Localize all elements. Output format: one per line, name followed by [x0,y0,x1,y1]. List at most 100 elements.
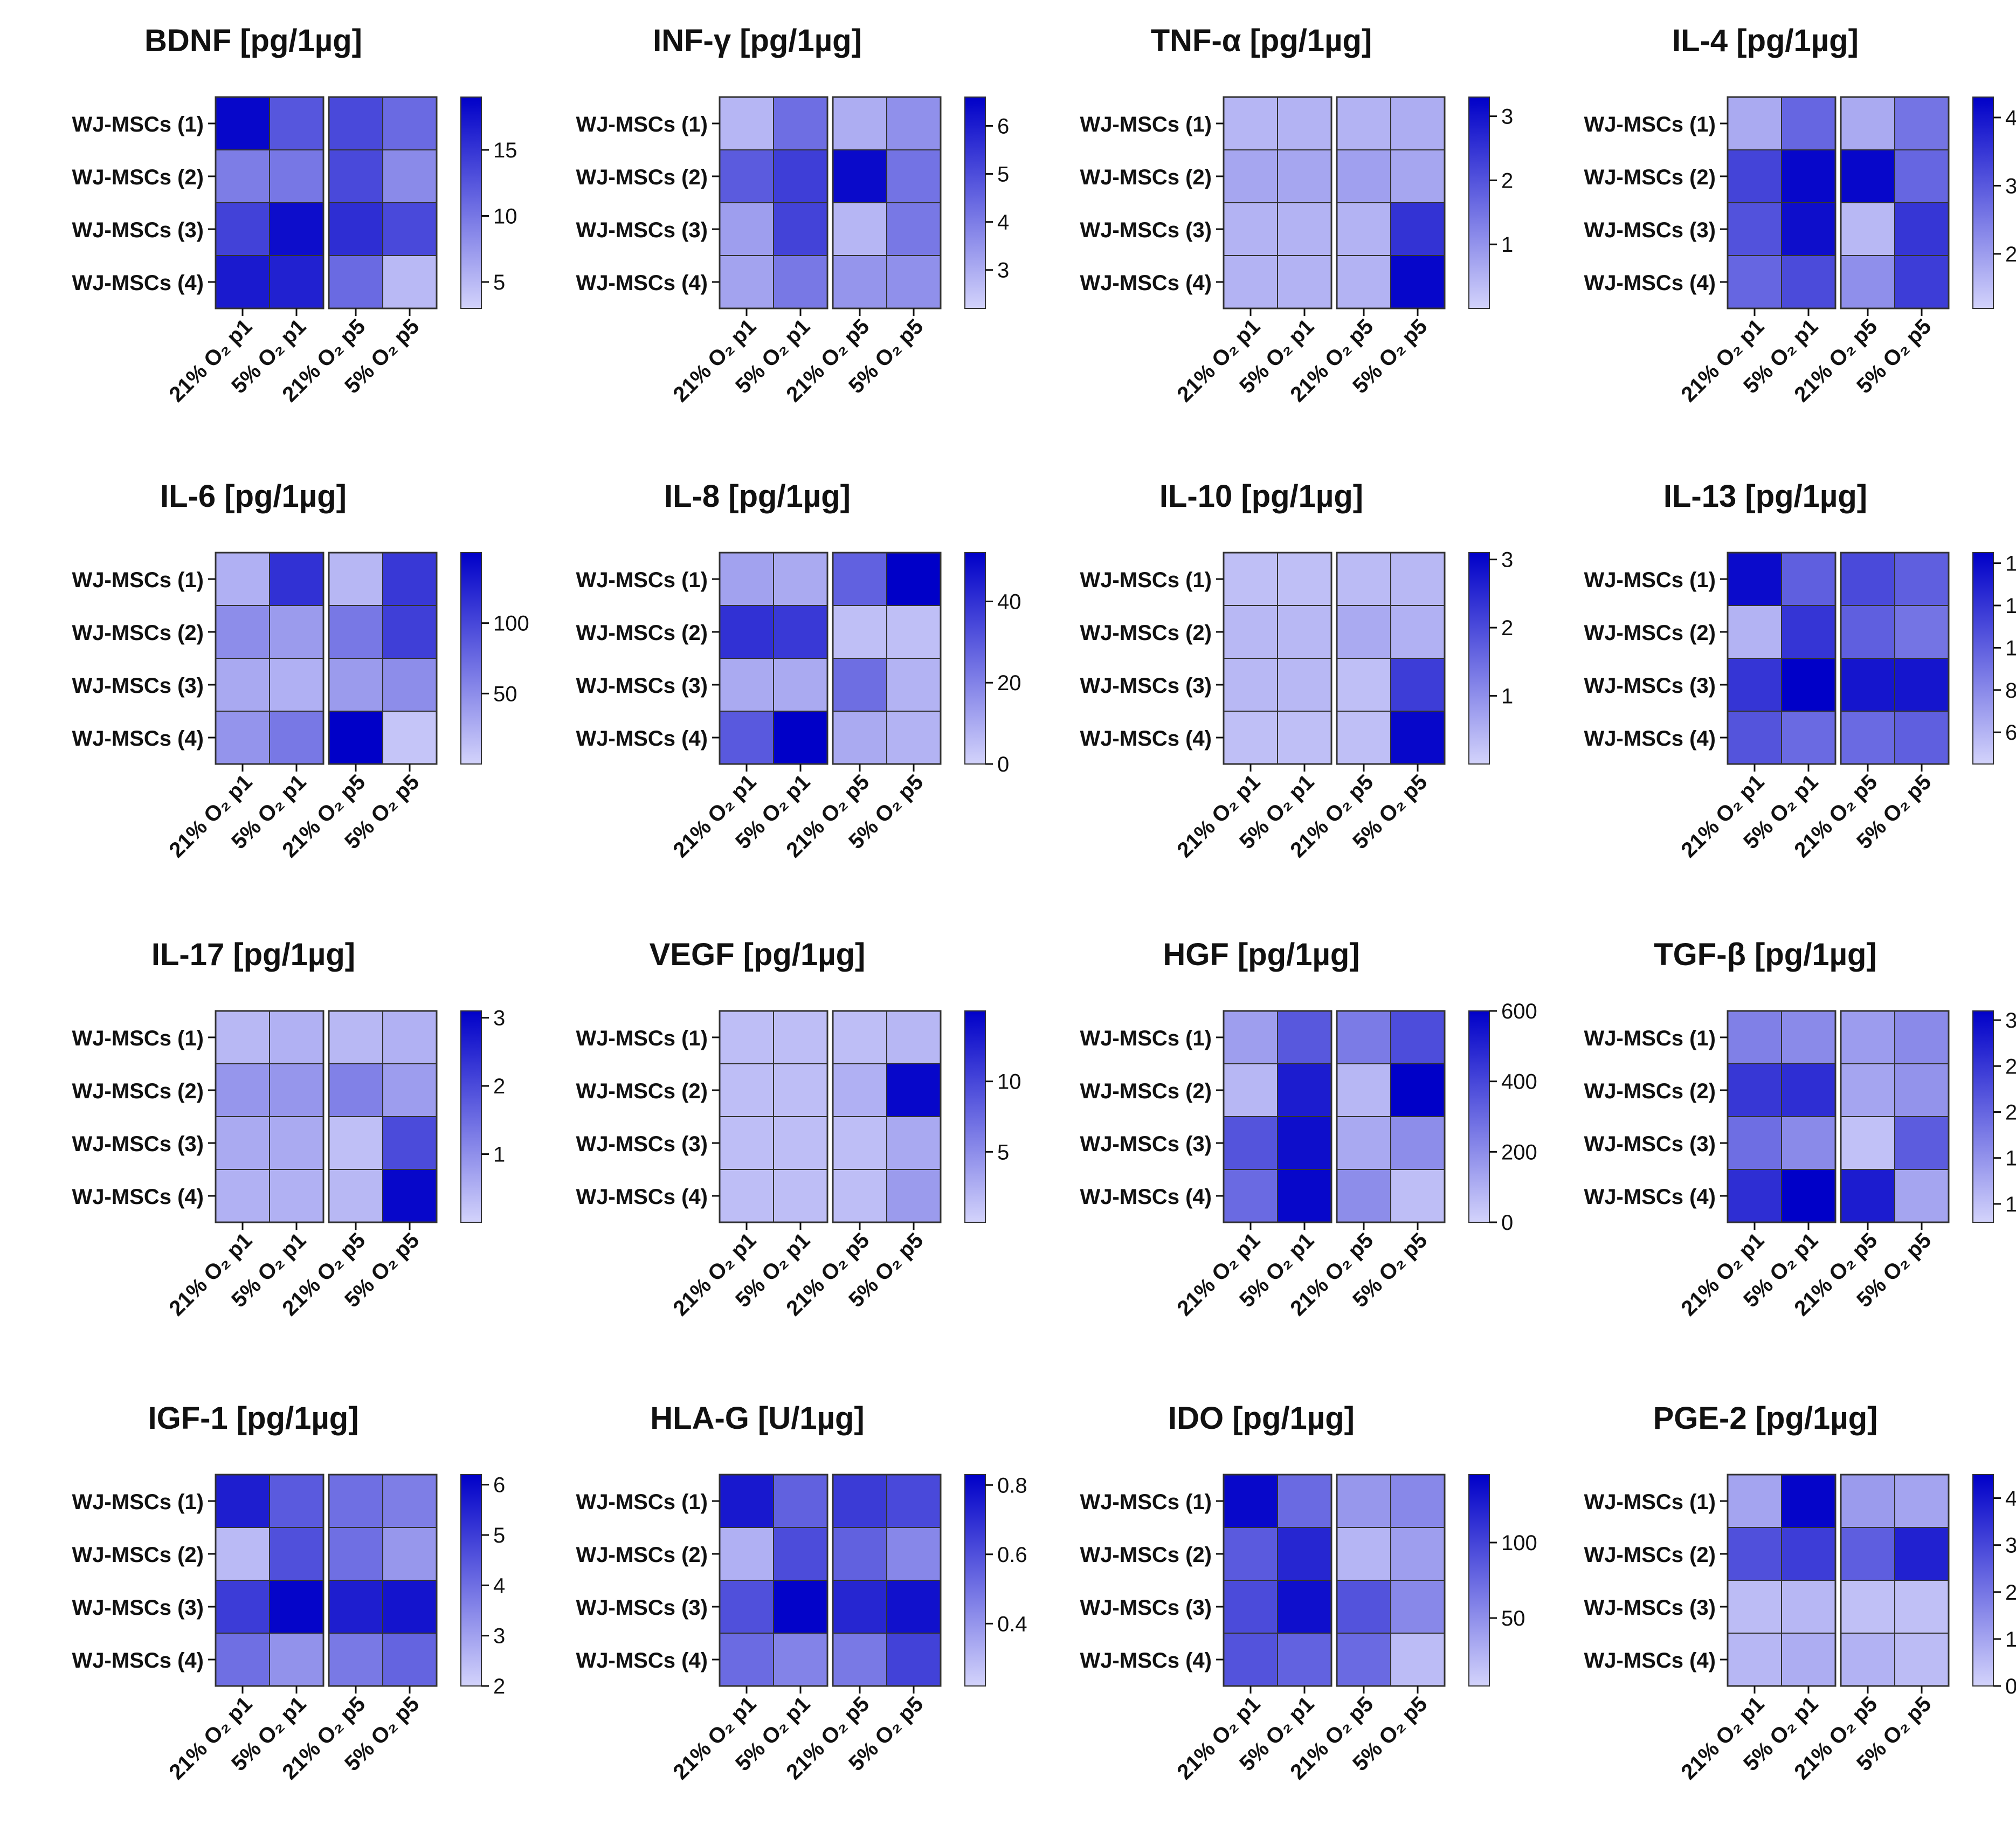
heatmap-cell [719,255,774,309]
heatmap-cell [269,658,324,712]
row-label: WJ-MSCs (2) [72,1079,204,1103]
colorbar [460,97,482,309]
heatmap-cell [382,1169,437,1223]
heatmap-cell [1727,1474,1782,1528]
heatmap-cell [382,1580,437,1634]
heatmap-block-border [832,96,942,309]
heatmap-cell [1894,97,1949,150]
row-label: WJ-MSCs (2) [576,1079,708,1103]
heatmap-cell [886,605,941,659]
heatmap-cell [1390,1580,1445,1634]
heatmap-cell [773,1580,828,1634]
colorbar-tick-label: 10 [493,205,517,229]
colorbar-tick-label: 5 [493,271,505,294]
heatmap-cell [1336,1010,1391,1064]
heatmap-cell [1223,1169,1278,1223]
heatmap-cell [269,97,324,150]
heatmap-cell [886,1063,941,1117]
heatmap-cell [328,1116,383,1170]
heatmap-cell [719,658,774,712]
heatmap-cell [1781,97,1836,150]
colorbar-tick-label: 30 [2005,1009,2016,1033]
heatmap-cell [1277,149,1332,203]
heatmap-cell [269,1116,324,1170]
heatmap-panel: PGE-2 [pg/1µg] WJ-MSCs (1) WJ-MSCs (2) WJ-M… [1584,1401,2016,1784]
heatmap-cell [1727,255,1782,309]
heatmap-cell [773,1169,828,1223]
heatmap-cell [832,711,887,765]
heatmap-cell [1781,711,1836,765]
row-label: WJ-MSCs (2) [72,166,204,189]
row-label: WJ-MSCs (3) [576,1596,708,1620]
colorbar [1468,1474,1490,1687]
heatmap-cell [1336,1527,1391,1581]
heatmap-cell [328,1527,383,1581]
row-label: WJ-MSCs (4) [72,1185,204,1209]
colorbar-tick-label: 15 [493,139,517,162]
heatmap-cell [1336,1633,1391,1687]
colorbar-tick-label: 20 [2005,1100,2016,1124]
row-label: WJ-MSCs (4) [72,271,204,295]
heatmap-cell [328,605,383,659]
heatmap-block-border [215,552,325,765]
heatmap-cell [382,1633,437,1687]
heatmap-panel: VEGF [pg/1µg] WJ-MSCs (1) WJ-MSCs (2) WJ-MS… [576,937,1021,1320]
colorbar-tick-label: 2 [1501,616,1513,640]
heatmap-cell [215,605,270,659]
heatmap-cell [1781,1010,1836,1064]
heatmap-cell [1894,255,1949,309]
colorbar-tick-label: 3 [2005,174,2016,198]
heatmap-cell [719,1169,774,1223]
heatmap-cell [886,711,941,765]
heatmap-cell [886,149,941,203]
heatmap-cell [1336,1474,1391,1528]
heatmap-cell [719,202,774,256]
colorbar [1972,1474,1994,1687]
heatmap-cell [1840,202,1895,256]
heatmap-cell [215,1169,270,1223]
colorbar-tick-label: 3 [997,259,1009,283]
heatmap-cell [1840,711,1895,765]
heatmap-cell [832,1116,887,1170]
heatmap-panel: HGF [pg/1µg] WJ-MSCs (1) WJ-MSCs (2) WJ-MSC… [1080,937,1537,1320]
colorbar [964,97,986,309]
colorbar-tick-label: 3 [1501,105,1513,129]
heatmap-cell [1390,658,1445,712]
colorbar [1972,552,1994,765]
heatmap-cell [1277,1633,1332,1687]
heatmap-cell [1390,1474,1445,1528]
row-label: WJ-MSCs (4) [1584,727,1716,751]
heatmap-cell [269,255,324,309]
row-label: WJ-MSCs (3) [72,218,204,242]
colorbar-tick-label: 0 [997,753,1009,776]
heatmap-cell [269,202,324,256]
heatmap-cell [1727,711,1782,765]
row-label: WJ-MSCs (3) [1584,674,1716,698]
row-label: WJ-MSCs (2) [1080,621,1212,645]
colorbar-tick-label: 2 [2005,243,2016,266]
colorbar-tick-label: 40 [2005,1487,2016,1511]
heatmap-cell [1894,149,1949,203]
chart-title: BDNF [pg/1µg] [144,23,362,58]
heatmap-cell [1781,1474,1836,1528]
chart-title: IL-4 [pg/1µg] [1672,23,1859,58]
heatmap-block-border [719,1474,829,1687]
heatmap-cell [1277,202,1332,256]
heatmap-cell [886,97,941,150]
heatmap-cell [382,202,437,256]
heatmap-cell [886,658,941,712]
heatmap-cell [215,1580,270,1634]
row-label: WJ-MSCs (2) [1584,621,1716,645]
row-label: WJ-MSCs (4) [72,1649,204,1672]
heatmap-cell [773,605,828,659]
heatmap-cell [832,202,887,256]
heatmap-cell [1840,1633,1895,1687]
heatmap-cell [1894,202,1949,256]
heatmap-cell [773,552,828,606]
heatmap-cell [1223,552,1278,606]
heatmap-cell [1840,97,1895,150]
heatmap-cell [886,1474,941,1528]
heatmap-panel: IL-17 [pg/1µg] WJ-MSCs (1) WJ-MSCs (2) WJ-M… [72,937,506,1320]
heatmap-cell [215,711,270,765]
heatmap-cell [328,1010,383,1064]
